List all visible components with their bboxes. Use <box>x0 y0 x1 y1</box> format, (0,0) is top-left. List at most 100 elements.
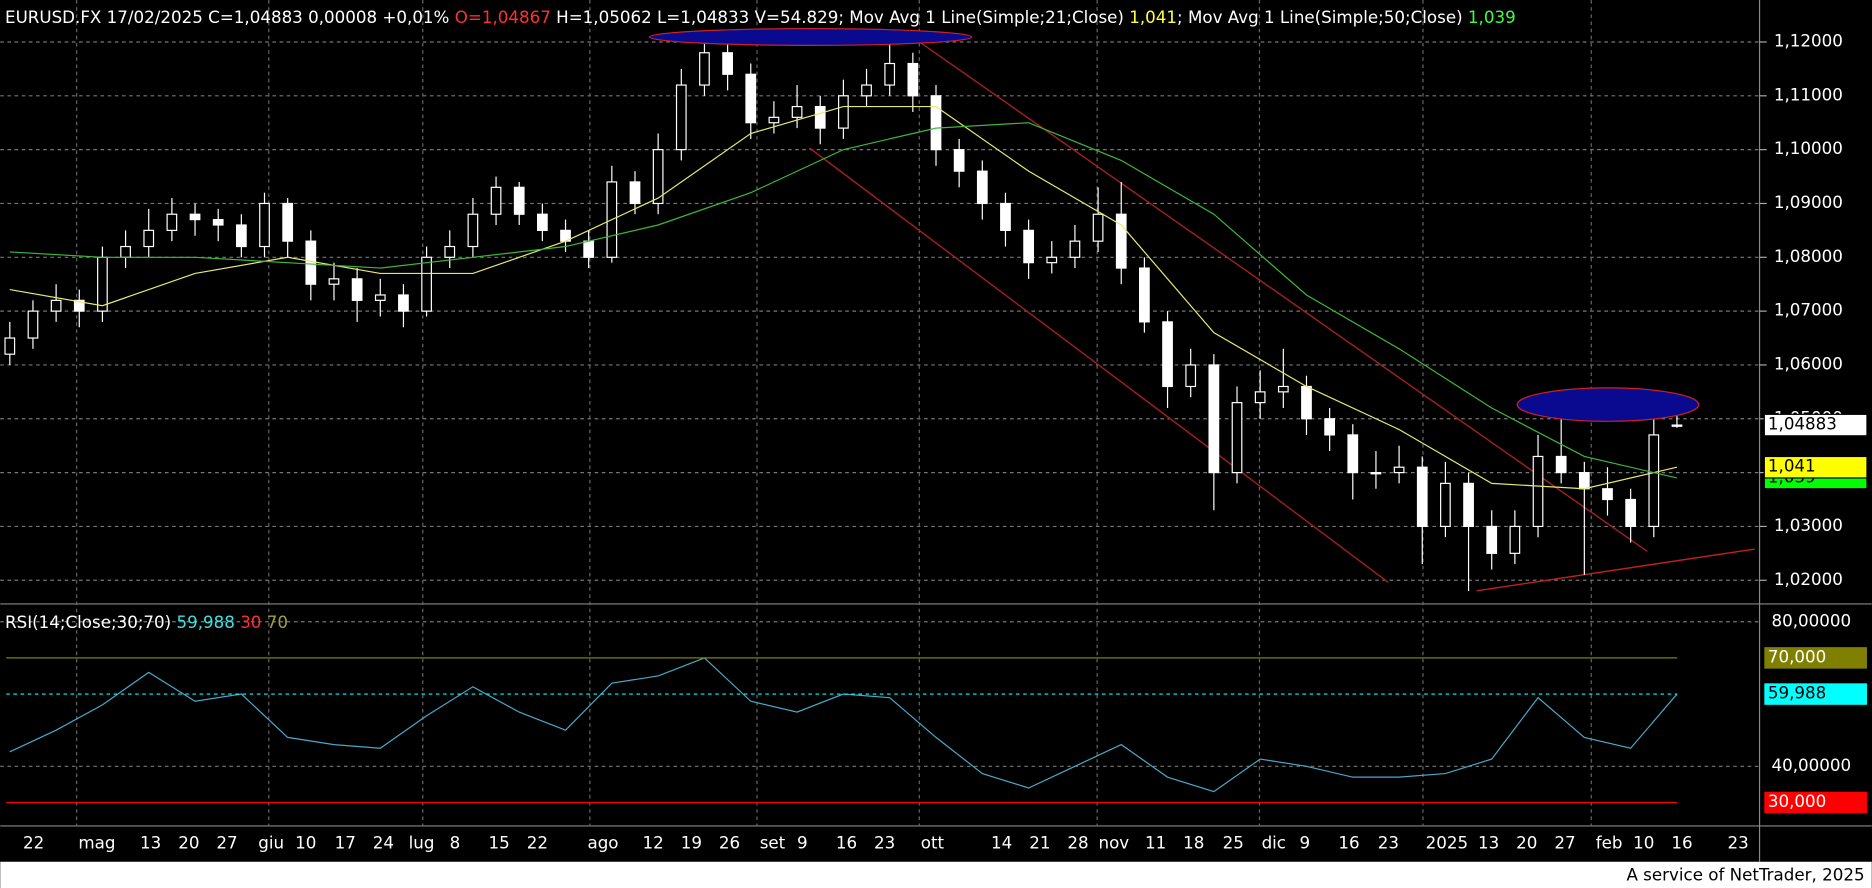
x-tick-label: 27 <box>216 832 237 852</box>
candle-body <box>1254 391 1266 404</box>
y-tick-label: 80,00000 <box>1771 610 1851 630</box>
x-tick-label: lug <box>409 832 435 852</box>
channel-line <box>918 41 1648 553</box>
candle-body <box>583 240 595 258</box>
candle-body <box>930 95 942 151</box>
x-tick-label: set <box>760 832 786 852</box>
candle-body <box>1509 525 1521 554</box>
x-tick-label: 24 <box>373 832 394 852</box>
candle-body <box>791 105 803 118</box>
x-tick-label: mag <box>78 832 115 852</box>
candle-body <box>351 278 363 301</box>
candle-body <box>536 213 548 231</box>
support-line <box>1476 548 1755 592</box>
candle-body <box>861 84 872 97</box>
x-tick-label: 21 <box>1029 832 1050 852</box>
candle-body <box>1208 364 1220 474</box>
header-segment: 70 <box>261 612 288 632</box>
candle-body <box>1277 385 1289 393</box>
y-tick-label: 1,08000 <box>1774 246 1843 266</box>
y-tick-label: 1,03000 <box>1774 515 1843 535</box>
candle-body <box>1301 385 1312 420</box>
candle-body <box>143 229 155 248</box>
x-tick-label: 20 <box>1516 832 1537 852</box>
x-tick-label: 10 <box>1633 832 1654 852</box>
header-segment: ; Mov Avg 1 Line(Simple;50;Close) <box>1177 6 1468 26</box>
value-box-label: 59,988 <box>1768 683 1826 703</box>
candle-body <box>120 245 131 258</box>
value-box <box>1764 791 1867 814</box>
y-tick-label: 1,11000 <box>1774 84 1843 104</box>
x-tick-label: dic <box>1262 832 1286 852</box>
x-tick-label: 17 <box>335 832 356 852</box>
candle-body <box>1231 402 1243 474</box>
header-segment: 59,988 <box>177 612 235 632</box>
candle-body <box>282 202 294 242</box>
candle-body <box>745 73 757 124</box>
y-tick-label: 40,00000 <box>1771 755 1851 775</box>
x-tick-label: 13 <box>140 832 161 852</box>
candle-body <box>1185 364 1197 388</box>
x-tick-label: 25 <box>1223 832 1244 852</box>
x-tick-label: 14 <box>991 832 1012 852</box>
y-tick-label: 1,07000 <box>1774 300 1843 320</box>
moving-average-line <box>9 122 1678 479</box>
x-tick-label: 9 <box>797 832 808 852</box>
footer: A service of NetTrader, 2025 <box>1626 865 1864 885</box>
candle-body <box>1578 472 1590 490</box>
header-segment: ; Mov Avg 1 Line(Simple;21;Close) <box>838 6 1129 26</box>
value-box-label: 1,04883 <box>1768 414 1837 434</box>
candle-body <box>1416 466 1428 528</box>
header-segment: EURUSD.FX 17/02/2025 C=1,04883 0,00008 +… <box>5 6 455 26</box>
candle-body <box>1602 488 1613 501</box>
candle-body <box>1532 455 1544 528</box>
candle-body <box>1069 240 1081 258</box>
x-tick-label: 8 <box>450 832 461 852</box>
x-tick-label: 26 <box>719 832 740 852</box>
x-tick-label: 13 <box>1478 832 1499 852</box>
x-tick-label: nov <box>1099 832 1130 852</box>
x-tick-label: 16 <box>1338 832 1359 852</box>
candle-body <box>374 294 386 301</box>
candle-body <box>1347 434 1359 474</box>
value-box-label: 1,041 <box>1768 456 1816 476</box>
y-tick-label: 1,09000 <box>1774 192 1843 212</box>
rsi-line <box>9 657 1678 793</box>
x-tick-label: 2025 <box>1426 832 1468 852</box>
x-tick-label: ott <box>921 832 945 852</box>
candle-body <box>884 62 896 86</box>
candle-body <box>1162 321 1173 388</box>
x-tick-label: 16 <box>1671 832 1692 852</box>
candle-body <box>675 84 687 151</box>
candle-body <box>1486 525 1498 554</box>
candle-body <box>699 52 710 86</box>
candle-body <box>212 219 224 226</box>
x-tick-label: 16 <box>836 832 857 852</box>
x-tick-label: 15 <box>489 832 510 852</box>
header-segment: 30 <box>235 612 262 632</box>
x-tick-label: 22 <box>527 832 548 852</box>
x-tick-label: 28 <box>1067 832 1088 852</box>
chart-header: EURUSD.FX 17/02/2025 C=1,04883 0,00008 +… <box>5 6 1516 26</box>
x-tick-label: giu <box>258 832 284 852</box>
candle-body <box>490 186 502 215</box>
candle-body <box>259 202 270 248</box>
candle-body <box>1463 482 1474 528</box>
candle-body <box>1139 267 1150 323</box>
channel-line <box>809 147 1389 584</box>
candle-body <box>1671 424 1683 427</box>
x-tick-label: 11 <box>1145 832 1166 852</box>
candle-body <box>166 213 178 231</box>
candle-body <box>814 105 826 129</box>
x-tick-label: 23 <box>874 832 895 852</box>
candle-body <box>838 95 849 129</box>
candle-body <box>27 310 39 339</box>
candle-body <box>1555 455 1567 474</box>
x-tick-label: 23 <box>1727 832 1748 852</box>
candle-body <box>768 116 780 124</box>
candle-body <box>629 181 641 205</box>
x-tick-label: 23 <box>1378 832 1399 852</box>
candle-body <box>467 213 479 248</box>
